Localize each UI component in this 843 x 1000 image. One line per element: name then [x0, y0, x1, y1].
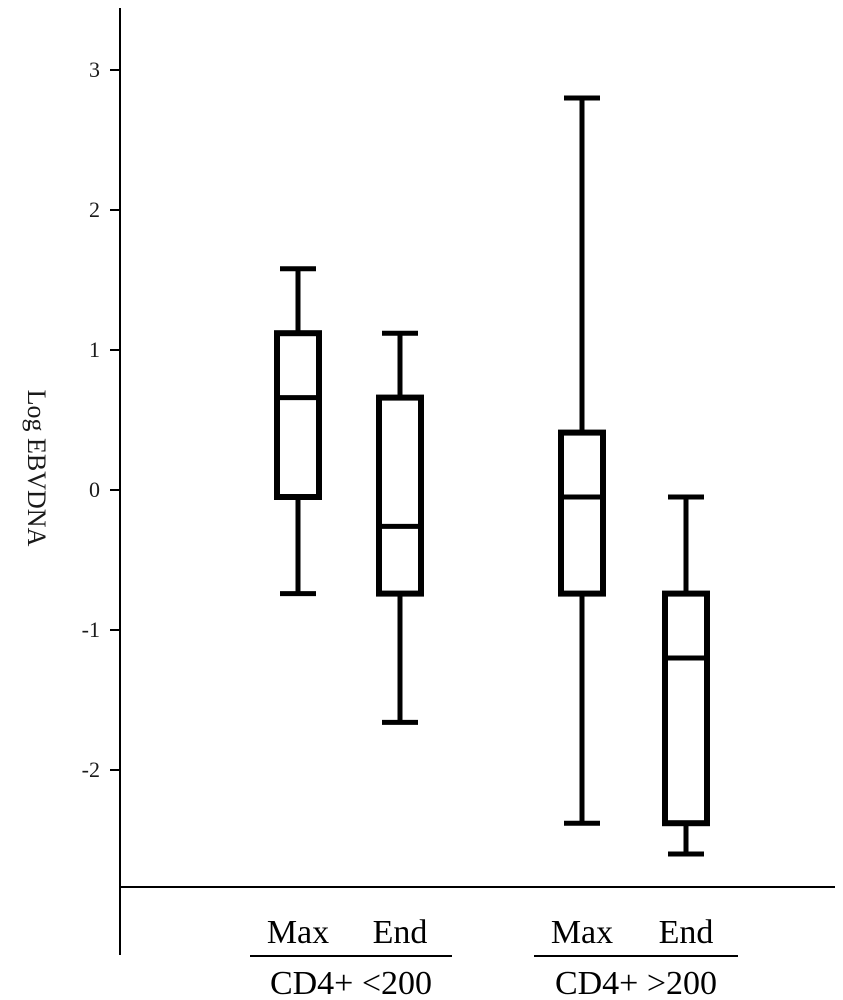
group-label: CD4+ <200 [270, 965, 432, 1000]
box-0-0 [274, 266, 322, 597]
box-0-1 [376, 330, 424, 725]
group-label: CD4+ >200 [555, 965, 717, 1000]
y-axis-ticks: 3 2 1 0 -1 -2 [82, 57, 120, 782]
box-1-1 [662, 494, 710, 857]
y-tick-label: 1 [89, 337, 100, 362]
iqr-box [274, 330, 322, 501]
group-labels: CD4+ <200 CD4+ >200 [250, 955, 738, 1000]
iqr-box [662, 590, 710, 827]
category-label: End [659, 914, 714, 951]
y-tick-label: -2 [82, 757, 100, 782]
y-tick-label: -1 [82, 617, 100, 642]
y-tick-label: 2 [89, 197, 100, 222]
y-tick-label: 3 [89, 57, 100, 82]
iqr-box [558, 429, 606, 597]
y-tick-label: 0 [89, 477, 100, 502]
y-axis-label: Log EBVDNA [22, 390, 51, 547]
iqr-box [376, 394, 424, 597]
box-1-0 [558, 95, 606, 826]
boxes [274, 95, 710, 857]
x-category-labels: Max End Max End [267, 914, 714, 951]
category-label: End [373, 914, 428, 951]
category-label: Max [267, 914, 329, 951]
category-label: Max [551, 914, 613, 951]
